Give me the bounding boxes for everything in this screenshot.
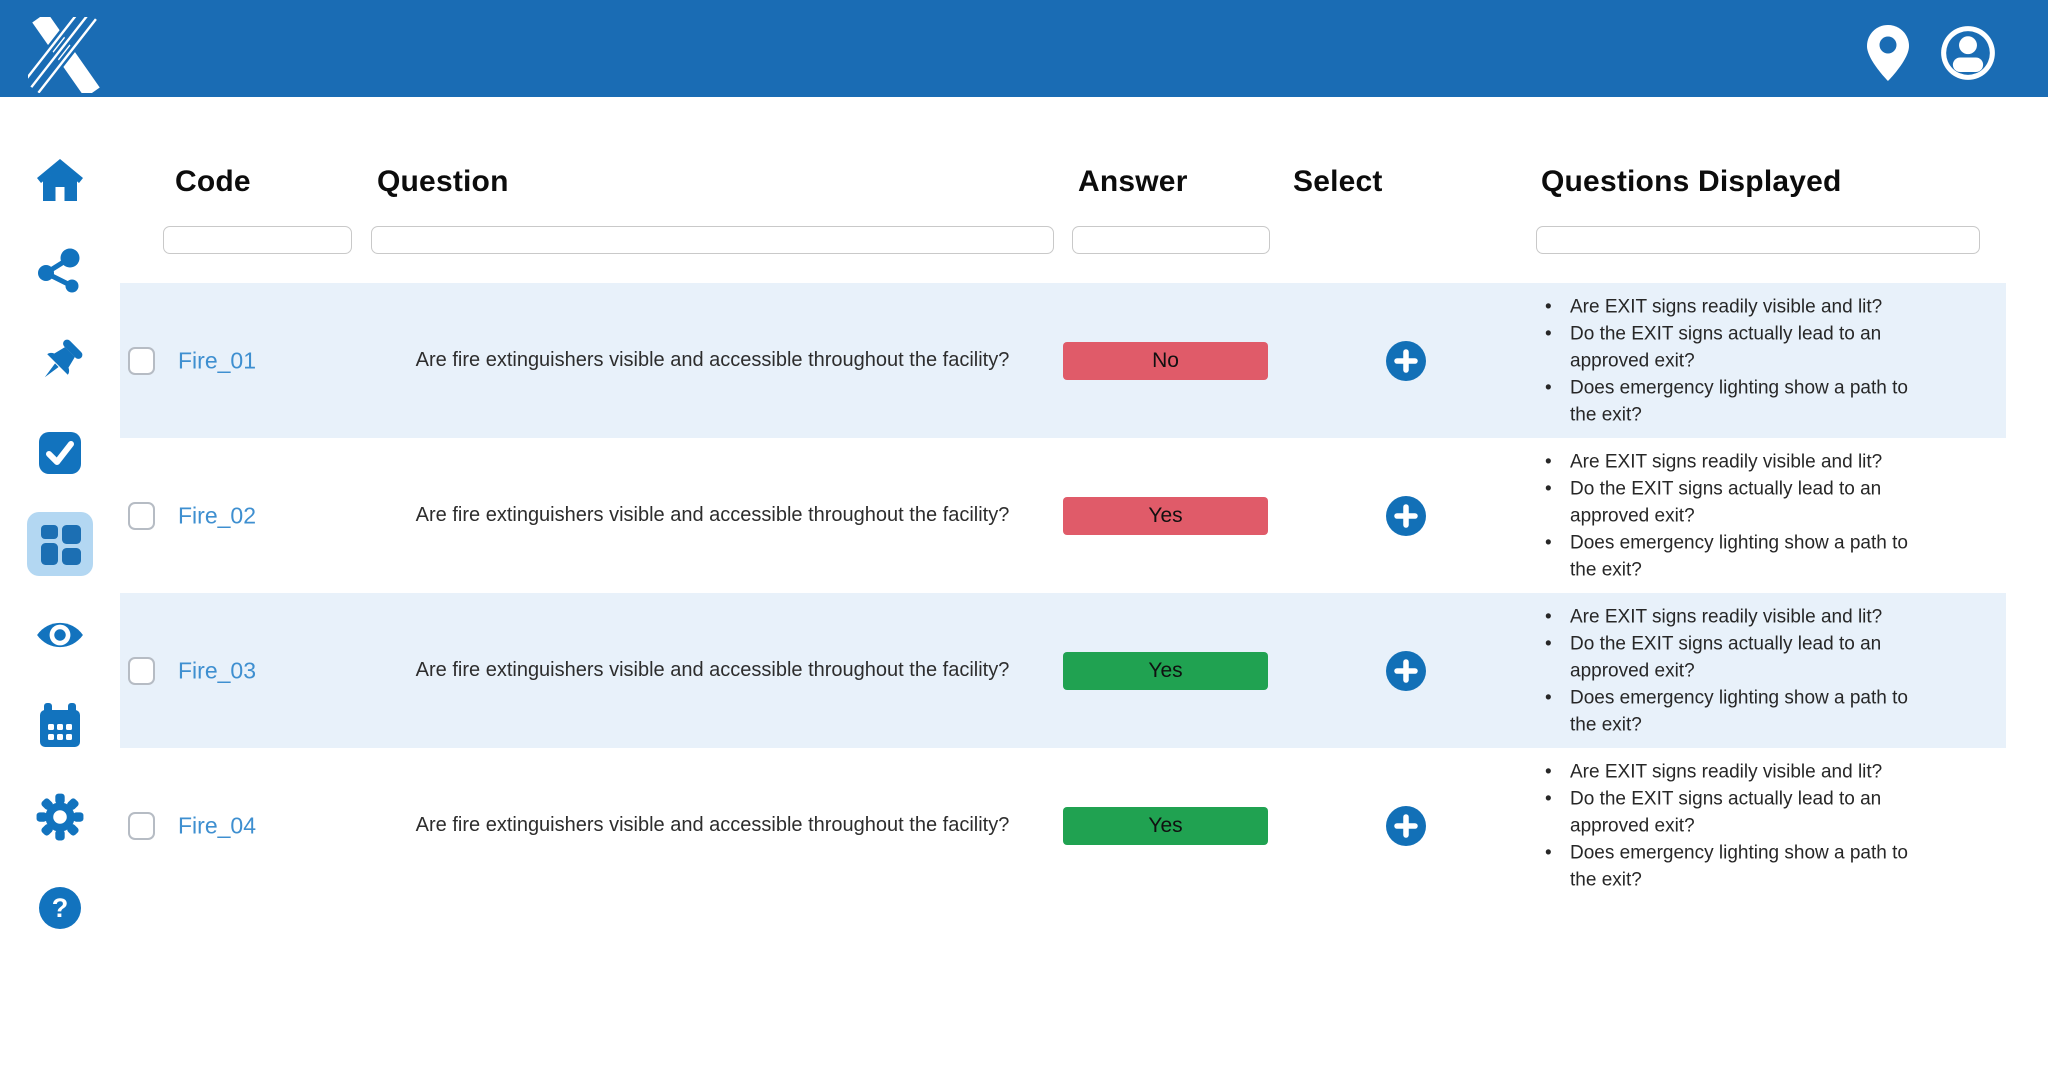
row-checkbox[interactable] [128, 501, 155, 530]
app-header [0, 0, 2048, 98]
add-select-button[interactable] [1386, 650, 1426, 691]
sidebar-nav: ? [0, 97, 120, 1070]
sidebar-item-tasks[interactable] [27, 421, 93, 485]
questions-displayed-item: Does emergency lighting show a path to t… [1538, 529, 1930, 583]
questions-displayed-item: Do the EXIT signs actually lead to an ap… [1538, 320, 1930, 374]
code-link[interactable]: Fire_04 [178, 812, 256, 838]
column-header-code: Code [175, 165, 251, 198]
add-select-button[interactable] [1386, 340, 1426, 381]
question-text: Are fire extinguishers visible and acces… [415, 659, 1010, 681]
question-filter-input[interactable] [371, 226, 1054, 254]
dashboard-grid-icon [41, 525, 81, 565]
row-checkbox[interactable] [128, 656, 155, 685]
sidebar-item-home[interactable] [27, 148, 93, 212]
questions-displayed-item: Are EXIT signs readily visible and lit? [1538, 603, 1930, 630]
questions-displayed-item: Does emergency lighting show a path to t… [1538, 374, 1930, 428]
answer-badge: No [1063, 341, 1268, 380]
sidebar-item-settings[interactable] [27, 785, 93, 849]
questions-displayed-list: Are EXIT signs readily visible and lit?D… [1538, 448, 1930, 583]
column-header-questions-displayed: Questions Displayed [1541, 165, 1842, 198]
question-text: Are fire extinguishers visible and acces… [415, 349, 1010, 371]
table-body: Fire_01 Are fire extinguishers visible a… [120, 283, 2006, 903]
column-header-question: Question [377, 165, 509, 198]
questions-displayed-item: Does emergency lighting show a path to t… [1538, 684, 1930, 738]
table-row: Fire_03 Are fire extinguishers visible a… [120, 593, 2006, 748]
answer-filter-input[interactable] [1072, 226, 1270, 254]
plus-icon [1386, 495, 1426, 536]
question-text: Are fire extinguishers visible and acces… [415, 814, 1010, 836]
code-link[interactable]: Fire_02 [178, 502, 256, 528]
sidebar-item-share[interactable] [27, 239, 93, 303]
x-stripes-logo-icon [19, 3, 101, 98]
user-profile-icon [1941, 25, 1995, 80]
code-link[interactable]: Fire_03 [178, 657, 256, 683]
questions-displayed-list: Are EXIT signs readily visible and lit?D… [1538, 758, 1930, 893]
questions-displayed-filter-input[interactable] [1536, 226, 1980, 254]
share-icon [38, 248, 80, 293]
location-pin-button[interactable] [1866, 23, 1910, 83]
add-select-button[interactable] [1386, 805, 1426, 846]
table-row: Fire_04 Are fire extinguishers visible a… [120, 748, 2006, 903]
settings-gear-icon [36, 793, 84, 841]
plus-icon [1386, 650, 1426, 691]
questions-displayed-list: Are EXIT signs readily visible and lit?D… [1538, 603, 1930, 738]
user-profile-button[interactable] [1940, 25, 1996, 81]
answer-badge: Yes [1063, 651, 1268, 690]
sidebar-item-calendar[interactable] [27, 694, 93, 758]
location-pin-icon [1867, 24, 1909, 81]
code-link[interactable]: Fire_01 [178, 347, 256, 373]
add-select-button[interactable] [1386, 495, 1426, 536]
questions-displayed-item: Are EXIT signs readily visible and lit? [1538, 758, 1930, 785]
row-checkbox[interactable] [128, 346, 155, 375]
sidebar-item-pin[interactable] [27, 330, 93, 394]
sidebar-item-help[interactable]: ? [27, 876, 93, 940]
column-header-select: Select [1293, 165, 1383, 198]
questions-displayed-item: Do the EXIT signs actually lead to an ap… [1538, 475, 1930, 529]
calendar-icon [40, 703, 80, 747]
help-icon: ? [39, 887, 81, 929]
answer-badge: Yes [1063, 806, 1268, 845]
svg-text:?: ? [52, 893, 69, 923]
sidebar-item-view[interactable] [27, 603, 93, 667]
eye-icon [37, 622, 83, 648]
row-checkbox[interactable] [128, 811, 155, 840]
pin-icon [44, 339, 83, 378]
questions-table: Code Question Answer Select Questions Di… [120, 97, 2048, 1070]
home-icon [37, 159, 83, 201]
header-actions [1866, 23, 1996, 83]
sidebar-item-dashboard[interactable] [27, 512, 93, 576]
brand-logo[interactable] [19, 3, 104, 98]
questions-displayed-item: Are EXIT signs readily visible and lit? [1538, 293, 1930, 320]
table-row: Fire_02 Are fire extinguishers visible a… [120, 438, 2006, 593]
plus-icon [1386, 805, 1426, 846]
plus-icon [1386, 340, 1426, 381]
questions-displayed-list: Are EXIT signs readily visible and lit?D… [1538, 293, 1930, 428]
question-text: Are fire extinguishers visible and acces… [415, 504, 1010, 526]
answer-badge: Yes [1063, 496, 1268, 535]
questions-displayed-item: Do the EXIT signs actually lead to an ap… [1538, 785, 1930, 839]
table-row: Fire_01 Are fire extinguishers visible a… [120, 283, 2006, 438]
questions-displayed-item: Does emergency lighting show a path to t… [1538, 839, 1930, 893]
questions-displayed-item: Are EXIT signs readily visible and lit? [1538, 448, 1930, 475]
code-filter-input[interactable] [163, 226, 352, 254]
check-square-icon [39, 432, 81, 474]
questions-displayed-item: Do the EXIT signs actually lead to an ap… [1538, 630, 1930, 684]
column-header-answer: Answer [1078, 165, 1188, 198]
